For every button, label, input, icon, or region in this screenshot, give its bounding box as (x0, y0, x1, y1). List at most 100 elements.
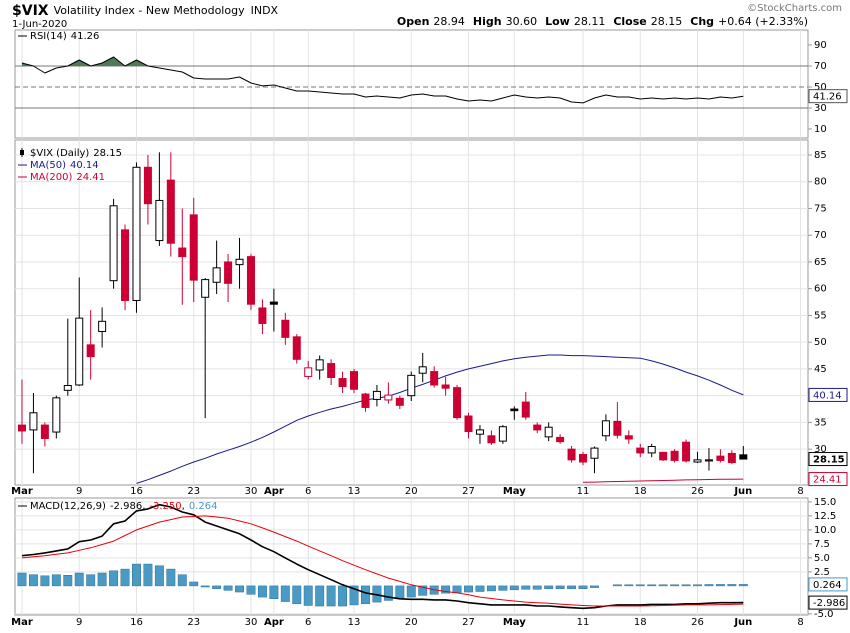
candle-body (212, 267, 221, 283)
x-tick-label: 8 (797, 617, 803, 628)
x-tick-label: Jun (733, 486, 752, 497)
quote-label: Chg (690, 15, 714, 28)
x-tick-label: 20 (405, 486, 418, 497)
candle-body (292, 336, 301, 360)
histogram-bar (361, 585, 370, 605)
x-tick-label: 26 (691, 486, 704, 497)
candle-body (327, 363, 336, 378)
candle-body (86, 344, 95, 358)
y-tick-label: 55 (814, 310, 827, 321)
x-tick-label: 11 (577, 617, 590, 628)
y-tick-label: 35 (814, 417, 827, 428)
legend-entry: MA(200) 24.41 (30, 172, 105, 183)
y-tick-label: -5.0 (814, 609, 834, 620)
quote-value: 28.15 (651, 15, 683, 28)
histogram-bar (17, 572, 27, 587)
legend-entry: $VIX (Daily) 28.15 (30, 148, 122, 159)
histogram-bar (303, 585, 313, 606)
candle-body (521, 401, 530, 418)
histogram-bar (383, 585, 393, 601)
candle-body (590, 447, 599, 459)
legend-text: 24.41 (76, 172, 105, 183)
histogram-bar (143, 563, 153, 587)
histogram-bar (51, 574, 61, 587)
value-box (808, 577, 848, 592)
candle-body (704, 459, 713, 462)
histogram-bar (647, 584, 657, 587)
y-tick-label: 70 (814, 230, 827, 241)
histogram-bar (509, 585, 519, 591)
x-tick-label: 27 (462, 486, 475, 497)
symbol: $VIX (12, 3, 49, 19)
x-tick-label: 16 (130, 617, 143, 628)
x-tick-label: May (503, 617, 526, 628)
x-tick-label: 16 (130, 486, 143, 497)
quote-label: High (473, 15, 502, 28)
histogram-bar (715, 584, 725, 587)
candle-body (475, 429, 484, 435)
x-tick-label: 8 (797, 486, 803, 497)
x-tick-label: Mar (11, 617, 33, 628)
histogram-bar (441, 585, 451, 594)
value-box-label: 28.15 (813, 455, 845, 466)
candle-body (372, 390, 381, 400)
y-tick-label: 45 (814, 364, 827, 375)
value-box-label: 0.264 (813, 580, 842, 591)
x-tick-label: 13 (348, 486, 361, 497)
quote-label: Low (545, 15, 570, 28)
candle-body (143, 166, 152, 205)
x-tick-label: May (503, 486, 526, 497)
candle-body (430, 371, 439, 386)
legend-text: , (182, 501, 185, 512)
y-tick-label: 80 (814, 177, 827, 188)
value-box (808, 89, 848, 104)
candle-body (121, 229, 130, 301)
histogram-bar (338, 585, 348, 607)
histogram-bar (704, 584, 714, 587)
histogram-bar (532, 585, 542, 590)
value-box (808, 595, 848, 610)
candle-body (636, 447, 645, 454)
candle-body (258, 307, 267, 324)
candle-body (75, 317, 84, 386)
x-tick-label: Mar (11, 486, 33, 497)
candle-body (40, 424, 49, 439)
y-tick-label: 85 (814, 150, 827, 161)
histogram-bar (177, 574, 187, 587)
histogram-bar (120, 568, 130, 587)
histogram-bar (486, 585, 496, 592)
histogram-bar (738, 584, 748, 587)
security-name: Volatility Index - New Methodology (54, 4, 245, 17)
histogram-bar (395, 585, 405, 600)
histogram-bar (109, 570, 119, 587)
histogram-bar (612, 584, 622, 587)
chart-title: $VIX Volatility Index - New Methodology IN… (12, 3, 279, 19)
value-box (808, 452, 848, 467)
candle-body (613, 420, 622, 436)
histogram-bar (246, 585, 256, 595)
histogram-bar (670, 584, 680, 587)
candle-body (109, 205, 118, 282)
candle-body (579, 454, 588, 463)
candle-body (418, 366, 427, 374)
y-tick-label: 5.0 (814, 553, 830, 564)
candle-body (659, 451, 668, 461)
candle-body (464, 415, 473, 433)
candle-body (601, 420, 610, 437)
candle-body (246, 256, 255, 305)
x-tick-label: 30 (245, 617, 258, 628)
chart-date: 1-Jun-2020 (12, 19, 67, 30)
candle-body (269, 301, 278, 305)
x-tick-label: Jun (733, 617, 752, 628)
histogram-bar (521, 585, 531, 590)
y-tick-label: 90 (814, 40, 827, 51)
candle-body (624, 435, 633, 440)
value-box-label: 40.14 (813, 390, 842, 401)
candle-body (384, 394, 393, 401)
candle-body (395, 397, 404, 406)
candle-body (510, 408, 519, 412)
quote-value: 30.60 (506, 15, 538, 28)
y-tick-label: 75 (814, 203, 827, 214)
candle-body (670, 450, 679, 461)
histogram-bar (555, 585, 565, 589)
